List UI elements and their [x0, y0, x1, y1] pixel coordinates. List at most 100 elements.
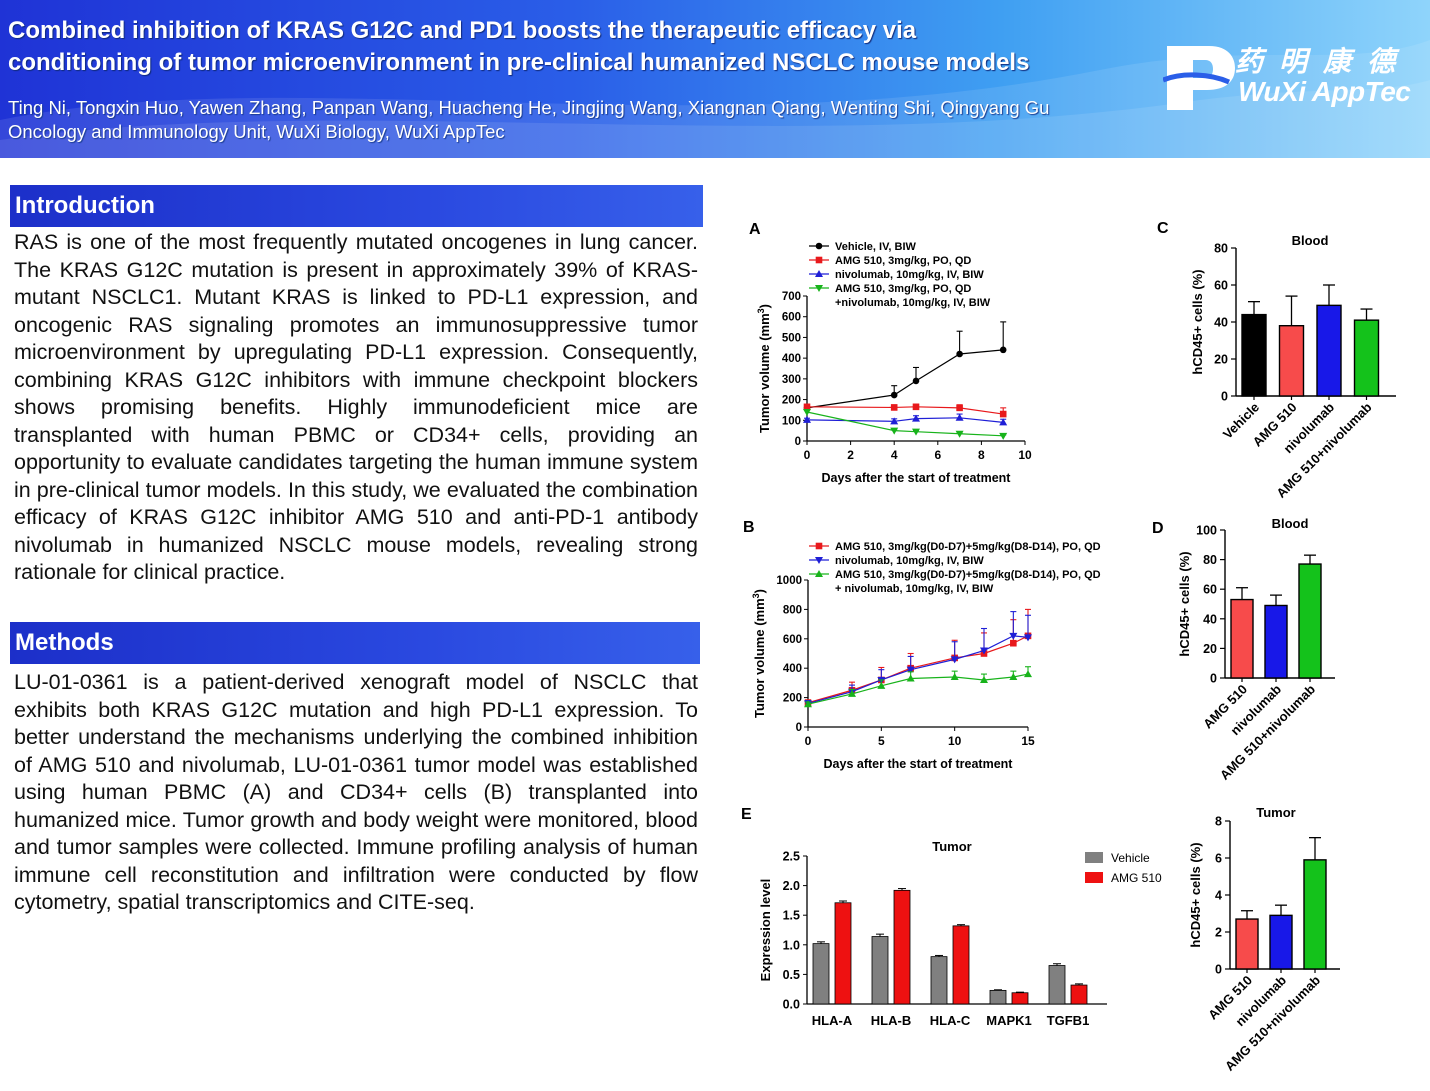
- legend-marker: [815, 285, 823, 292]
- y-tick-label: 6: [1215, 852, 1222, 866]
- y-tick-label: 0: [795, 436, 801, 448]
- y-tick-label: 4: [1215, 889, 1222, 903]
- panel-letter-d: D: [1152, 520, 1164, 537]
- legend-label: AMG 510, 3mg/kg, PO, QD: [835, 283, 971, 295]
- legend-label: AMG 510, 3mg/kg(D0-D7)+5mg/kg(D8-D14), P…: [835, 541, 1101, 553]
- bar: [1048, 965, 1066, 1005]
- series-line: [806, 349, 1004, 409]
- data-point: [1009, 673, 1018, 681]
- legend-marker: [815, 256, 823, 264]
- legend-marker: [815, 270, 823, 277]
- bar: [989, 989, 1007, 1005]
- y-tick-label: 0.5: [783, 968, 800, 982]
- legend-label-line2: +nivolumab, 10mg/kg, IV, BIW: [835, 297, 991, 309]
- y-axis-label-end: ): [757, 304, 772, 308]
- data-point: [912, 403, 920, 411]
- data-point: [890, 417, 899, 425]
- poster-header: Combined inhibition of KRAS G12C and PD1…: [0, 0, 1430, 158]
- chart-title: Tumor: [932, 839, 971, 854]
- data-point: [890, 404, 898, 411]
- logo-chinese-text: 药明康德: [1235, 45, 1412, 78]
- y-tick-label: 100: [782, 415, 801, 427]
- bar: [952, 925, 970, 1005]
- y-tick-label: 0: [1215, 963, 1222, 977]
- bar: [812, 943, 830, 1005]
- y-tick-label: 2: [1215, 926, 1222, 940]
- y-axis-label: Expression level: [758, 879, 773, 982]
- x-tick-label: 2: [847, 448, 854, 462]
- panel-letter-b: B: [743, 519, 755, 536]
- y-tick-label: 8: [1215, 815, 1222, 829]
- series-line: [806, 411, 1004, 437]
- title-line-1: Combined inhibition of KRAS G12C and PD1…: [8, 17, 917, 44]
- panel-letter-e: E: [741, 806, 752, 823]
- legend-label: AMG 510: [1111, 871, 1162, 885]
- x-tick-label: HLA-C: [930, 1013, 971, 1028]
- bar: [930, 956, 948, 1005]
- x-tick-label: HLA-A: [812, 1013, 853, 1028]
- introduction-heading: Introduction: [10, 185, 703, 227]
- legend-label: AMG 510, 3mg/kg, PO, QD: [835, 255, 971, 267]
- methods-heading: Methods: [10, 622, 700, 664]
- y-tick-label: 200: [783, 693, 802, 705]
- data-point: [803, 409, 811, 416]
- data-point: [999, 432, 1008, 440]
- data-point: [1009, 632, 1018, 640]
- data-point: [999, 418, 1008, 426]
- y-tick-label: 1.5: [783, 909, 800, 923]
- y-axis-label-end: ): [752, 589, 767, 593]
- x-axis-label: Days after the start of treatment: [822, 471, 1012, 485]
- bar: [871, 936, 889, 1005]
- data-point: [890, 391, 898, 399]
- data-point: [906, 666, 915, 674]
- legend-label: Vehicle: [1111, 851, 1150, 865]
- y-tick-label: 600: [782, 312, 801, 324]
- data-point: [980, 647, 988, 655]
- x-tick-label: 6: [934, 448, 941, 462]
- y-axis-label: Tumor volume (mm3): [756, 304, 772, 433]
- legend-marker: [815, 570, 823, 577]
- legend-swatch: [1085, 852, 1103, 863]
- legend-marker: [815, 557, 823, 564]
- legend-label-line2: + nivolumab, 10mg/kg, IV, BIW: [835, 583, 994, 595]
- x-axis-label: Days after the start of treatment: [824, 757, 1014, 771]
- bar: [1278, 324, 1305, 397]
- bar: [1230, 598, 1254, 679]
- y-axis-label-superscript: 3: [751, 593, 761, 598]
- bar: [1298, 563, 1322, 679]
- x-tick-label: 4: [891, 448, 898, 462]
- x-tick-label: 5: [878, 734, 885, 748]
- data-point: [890, 427, 899, 435]
- data-point: [912, 414, 920, 422]
- x-tick-label: 0: [805, 734, 812, 748]
- y-tick-label: 800: [783, 604, 802, 616]
- data-point: [912, 377, 920, 385]
- methods-text: LU-01-0361 is a patient-derived xenograf…: [14, 670, 698, 914]
- data-point: [999, 346, 1007, 354]
- x-tick-label: 0: [804, 448, 811, 462]
- y-tick-label: 1000: [776, 575, 802, 587]
- header-wave-decoration: [0, 40, 1430, 158]
- data-point: [803, 403, 811, 411]
- y-tick-label: 600: [783, 634, 802, 646]
- bar: [1011, 992, 1029, 1005]
- series-line: [806, 406, 1004, 415]
- x-tick-label: TGFB1: [1047, 1013, 1090, 1028]
- y-tick-label: 20: [1203, 642, 1217, 656]
- x-tick-label: 10: [1018, 448, 1032, 462]
- y-axis-label: hCD45+ cells (%): [1190, 269, 1205, 374]
- y-axis-label-main: Tumor volume (mm: [752, 598, 767, 718]
- bar: [1235, 918, 1259, 970]
- chart-e-tumor-expression: Tumor 0.0 0.5 1.0 1.5 2.0 2.5 Expression level H…: [758, 839, 1162, 1028]
- data-point: [1024, 670, 1032, 678]
- chart-a-tumor-volume-pbmc: 0 100 200 300 400 500 600 700 0 2 4 6 8 10 Days after …: [756, 241, 1032, 485]
- y-tick-label: 0: [1221, 390, 1228, 404]
- data-point: [980, 675, 988, 683]
- data-point: [877, 681, 886, 689]
- series-line: [807, 635, 1029, 704]
- data-point: [912, 428, 920, 436]
- data-point: [1024, 634, 1032, 642]
- data-point: [956, 350, 963, 358]
